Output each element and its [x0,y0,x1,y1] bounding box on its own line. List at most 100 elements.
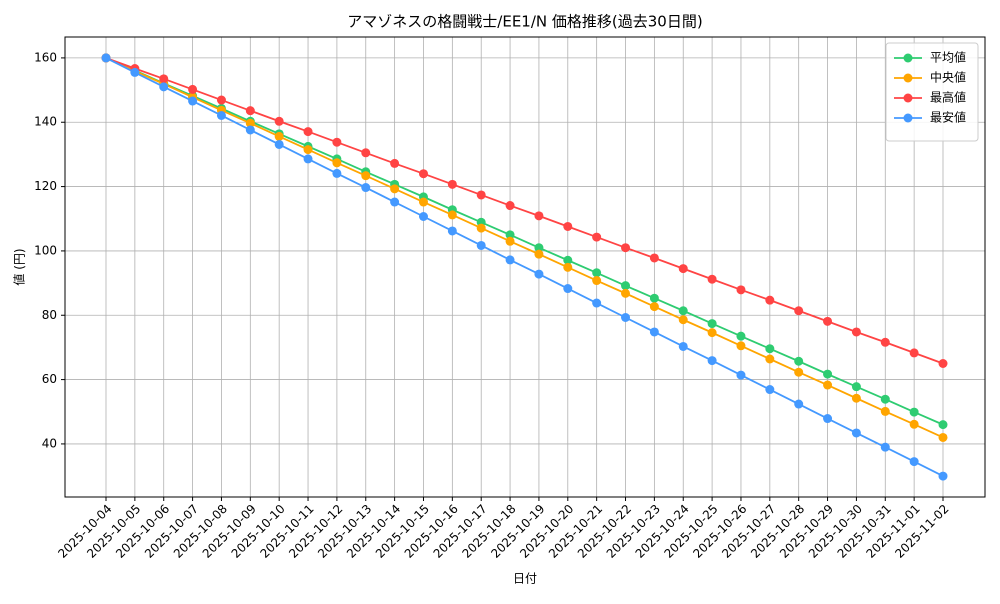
data-point [563,262,573,272]
series-line [105,57,944,365]
data-point [418,197,428,207]
data-point [332,158,342,168]
data-point [736,341,746,351]
data-point [216,95,226,105]
data-point [880,337,890,347]
y-tick-label: 100 [34,243,57,257]
data-point [649,302,659,312]
data-point [390,197,400,207]
y-tick-label: 80 [42,308,57,322]
data-point [621,288,631,298]
plot-frame [64,36,986,498]
data-point [938,420,948,430]
data-point [303,154,313,164]
y-axis-label: 値 (円) [12,248,27,285]
data-point [707,319,717,329]
data-point [707,274,717,284]
data-point [505,201,515,211]
data-point [534,211,544,221]
y-tick-label: 60 [42,372,57,386]
data-point [476,190,486,200]
data-point [332,137,342,147]
data-point [649,293,659,303]
data-point [823,316,833,326]
data-point [390,184,400,194]
data-point [851,327,861,337]
data-point [851,382,861,392]
data-point [678,341,688,351]
legend-label: 平均値 [930,50,966,65]
data-point [736,331,746,341]
data-point [505,230,515,240]
data-point [534,249,544,259]
data-point [361,183,371,193]
data-point [447,226,457,236]
data-point [274,139,284,149]
data-point [130,67,140,77]
data-point [101,53,111,63]
data-point [188,84,198,94]
series-line [105,57,944,426]
data-point [505,236,515,246]
data-point [765,344,775,354]
data-point [361,148,371,158]
data-point [188,96,198,106]
data-point [794,399,804,409]
x-axis-label: 日付 [513,572,537,586]
data-point [621,313,631,323]
legend-label: 最安値 [930,110,966,125]
legend-label: 最高値 [930,90,966,105]
data-point [765,385,775,395]
data-point [851,393,861,403]
data-point [909,419,919,429]
y-tick-label: 160 [34,50,57,64]
data-point [592,268,602,278]
data-point [447,210,457,220]
data-point [476,240,486,250]
data-point [823,369,833,379]
data-point [303,145,313,155]
data-point [678,306,688,316]
data-point [361,171,371,181]
data-point [649,327,659,337]
data-point [534,269,544,279]
data-point [736,285,746,295]
y-tick-label: 120 [34,179,57,193]
data-point [245,125,255,135]
data-point [476,223,486,233]
data-point [794,306,804,316]
data-point [794,356,804,366]
data-point [216,110,226,120]
data-point [707,328,717,338]
data-point [823,380,833,390]
data-point [418,169,428,179]
data-point [563,284,573,294]
data-point [245,118,255,128]
data-point [505,255,515,265]
data-point [880,442,890,452]
data-point [592,276,602,286]
data-point [592,298,602,308]
data-point [880,406,890,416]
chart-title: アマゾネスの格闘戦士/EE1/N 価格推移(過去30日間) [347,13,702,31]
data-point [909,407,919,417]
data-point [938,359,948,369]
data-point [447,179,457,189]
data-point [274,116,284,126]
data-point [938,432,948,442]
data-point [563,221,573,231]
y-tick-label: 40 [42,436,57,450]
data-point [765,295,775,305]
data-point [159,82,169,92]
data-point [765,354,775,364]
data-point [418,211,428,221]
legend-swatch [903,73,913,83]
legend-swatch [903,93,913,103]
series-line [105,57,944,439]
legend-swatch [903,53,913,63]
data-point [274,131,284,141]
legend-swatch [903,113,913,123]
data-point [909,457,919,467]
data-point [938,471,948,481]
data-point [303,127,313,137]
